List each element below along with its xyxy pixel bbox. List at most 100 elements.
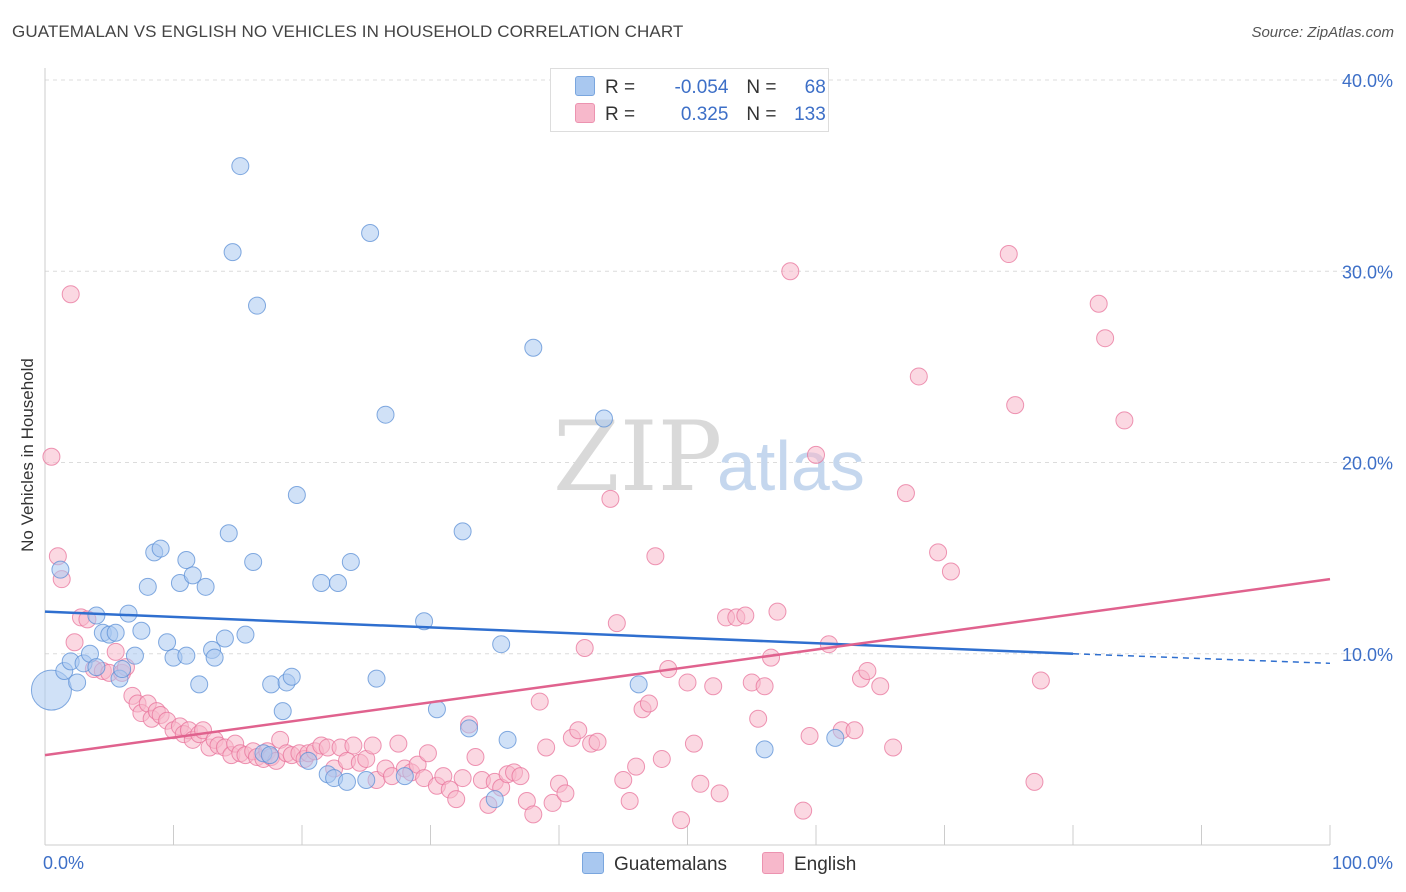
guatemalans-point <box>299 751 318 770</box>
english-point <box>800 726 819 745</box>
guatemalans-point <box>460 719 479 738</box>
english-point <box>781 262 800 281</box>
legend-r-value: 0.325 <box>680 104 729 125</box>
legend-r-label: R = <box>605 104 636 125</box>
guatemalans-point <box>30 669 72 711</box>
english-point <box>511 767 530 786</box>
guatemalans-point <box>453 522 472 541</box>
english-point <box>755 677 774 696</box>
guatemalans-point <box>287 486 306 505</box>
guatemalans-point <box>196 577 215 596</box>
watermark: ZIP atlas <box>553 401 865 513</box>
guatemalans-point <box>337 772 356 791</box>
series-english-points <box>42 245 1134 830</box>
english-point <box>1089 294 1108 313</box>
guatemalans-point <box>826 728 845 747</box>
english-point <box>620 792 639 811</box>
english-point <box>704 677 723 696</box>
english-point <box>736 606 755 625</box>
guatemalans-point <box>312 573 331 592</box>
english-point <box>1025 772 1044 791</box>
english-point <box>418 744 437 763</box>
watermark-zip: ZIP <box>553 401 722 513</box>
guatemalans-point <box>231 157 250 176</box>
legend-swatch-guatemalans <box>575 76 595 96</box>
guatemalans-point <box>524 338 543 357</box>
guatemalans-point <box>183 566 202 585</box>
legend-n-label: N = <box>746 77 777 98</box>
guatemalans-point <box>205 648 224 667</box>
guatemalans-point <box>367 669 386 688</box>
english-point <box>1096 329 1115 348</box>
guatemalans-point <box>132 621 151 640</box>
guatemalans-point <box>125 646 144 665</box>
english-point <box>607 614 626 633</box>
trend-lines <box>44 577 1331 757</box>
english-point <box>575 639 594 658</box>
english-point <box>646 547 665 566</box>
english-point <box>672 811 691 830</box>
english-point <box>941 562 960 581</box>
english-point <box>389 734 408 753</box>
guatemalans-point <box>273 702 292 721</box>
english-point <box>601 489 620 508</box>
guatemalans-point <box>282 667 301 686</box>
english-point <box>691 774 710 793</box>
y-tick-label: 20.0% <box>1342 454 1393 474</box>
series-guatemalans-points <box>30 157 845 809</box>
english-point <box>530 692 549 711</box>
english-point <box>524 805 543 824</box>
english-point <box>1115 411 1134 430</box>
english-point <box>794 801 813 820</box>
english-point <box>537 738 556 757</box>
english-point <box>543 793 562 812</box>
y-tick-label: 40.0% <box>1342 71 1393 91</box>
guatemalans-point <box>357 770 376 789</box>
english-trend-line <box>44 577 1331 757</box>
legend-swatch-guatemalans <box>582 852 604 874</box>
english-point <box>588 732 607 751</box>
guatemalans-point <box>248 296 267 315</box>
guatemalans-point <box>755 740 774 759</box>
legend-n-label: N = <box>746 104 777 125</box>
english-point <box>106 642 125 661</box>
legend-label-guatemalans: Guatemalans <box>614 854 728 875</box>
english-point <box>749 709 768 728</box>
english-point <box>1006 396 1025 415</box>
guatemalans-point <box>87 606 106 625</box>
guatemalans-point <box>594 409 613 428</box>
english-point <box>678 673 697 692</box>
watermark-atlas: atlas <box>717 427 865 505</box>
guatemalans-point <box>151 539 170 558</box>
english-point <box>929 543 948 562</box>
guatemalans-point <box>158 633 177 652</box>
x-tick-label-max: 100.0% <box>1332 853 1393 873</box>
guatemalans-point <box>113 660 132 679</box>
guatemalans-point <box>492 635 511 654</box>
english-point <box>999 245 1018 264</box>
guatemalans-point <box>177 551 196 570</box>
guatemalans-point <box>87 658 106 677</box>
guatemalans-point <box>190 675 209 694</box>
correlation-legend: R = -0.054 N = 68 R = 0.325 N = 133 <box>550 68 829 132</box>
guatemalans-point <box>68 673 87 692</box>
x-tick-label-min: 0.0% <box>43 853 84 873</box>
legend-item-english: English <box>762 852 856 876</box>
english-point <box>684 734 703 753</box>
english-point <box>845 721 864 740</box>
english-point <box>363 736 382 755</box>
english-point <box>61 285 80 304</box>
guatemalans-point <box>328 573 347 592</box>
guatemalans-point <box>485 790 504 809</box>
english-point <box>65 633 84 652</box>
english-point <box>447 790 466 809</box>
guatemalans-point <box>106 623 125 642</box>
legend-label-english: English <box>794 854 857 875</box>
guatemalans-point <box>223 243 242 262</box>
legend-n-value: 68 <box>804 77 826 98</box>
english-point <box>884 738 903 757</box>
guatemalans-point <box>260 746 279 765</box>
guatemalans-trend-line <box>44 610 1074 655</box>
source-label: Source: ZipAtlas.com <box>1251 24 1394 41</box>
english-point <box>909 367 928 386</box>
